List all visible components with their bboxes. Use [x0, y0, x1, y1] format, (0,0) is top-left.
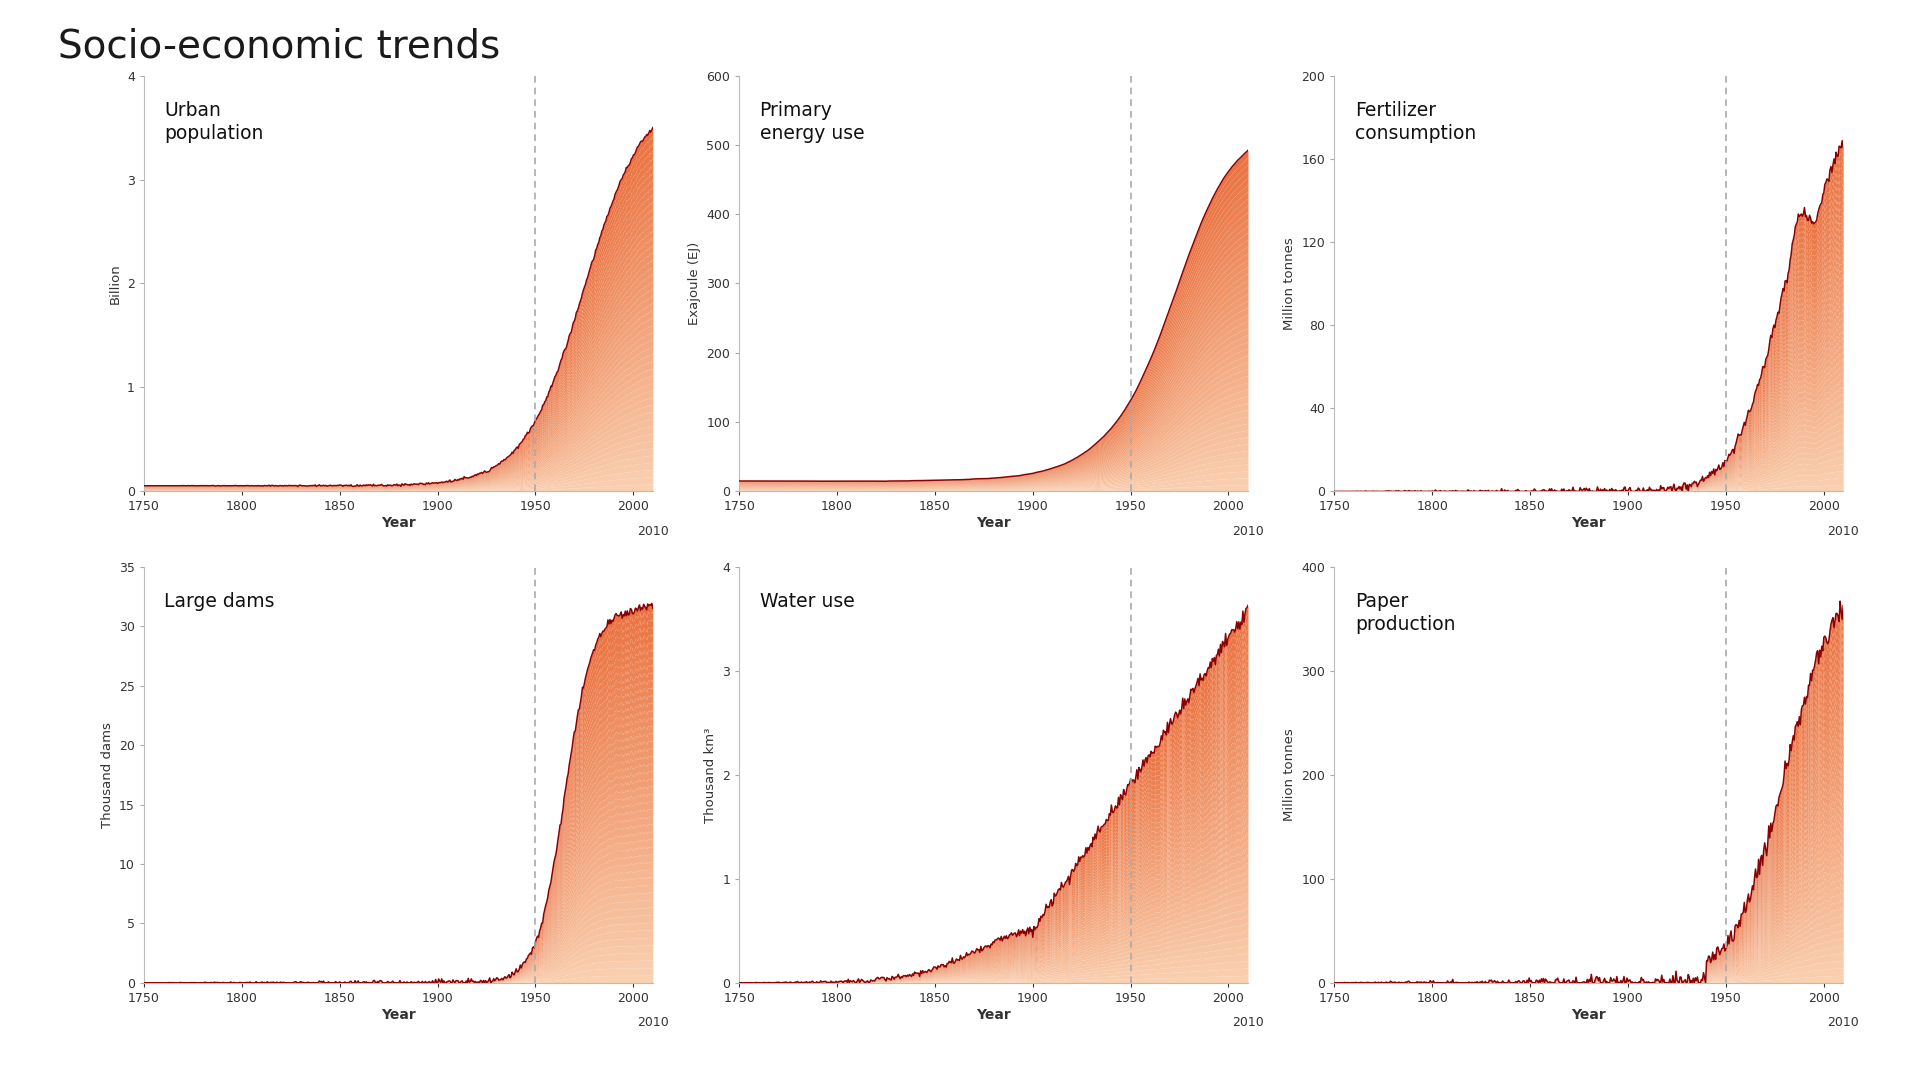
Text: 2010: 2010 — [1828, 1016, 1859, 1029]
Text: 2010: 2010 — [1828, 525, 1859, 538]
Y-axis label: Million tonnes: Million tonnes — [1283, 729, 1296, 821]
X-axis label: Year: Year — [1571, 1008, 1607, 1022]
Y-axis label: Exajoule (EJ): Exajoule (EJ) — [687, 242, 701, 325]
X-axis label: Year: Year — [1571, 516, 1607, 530]
Text: Large dams: Large dams — [165, 592, 275, 611]
Text: Urban
population: Urban population — [165, 100, 263, 143]
Text: Water use: Water use — [760, 592, 854, 611]
Text: Primary
energy use: Primary energy use — [760, 100, 864, 143]
X-axis label: Year: Year — [380, 516, 417, 530]
Text: Fertilizer
consumption: Fertilizer consumption — [1356, 100, 1476, 143]
Y-axis label: Billion: Billion — [108, 264, 121, 303]
X-axis label: Year: Year — [975, 1008, 1012, 1022]
Text: 2010: 2010 — [637, 1016, 668, 1029]
Text: 2010: 2010 — [1233, 525, 1263, 538]
Text: Paper
production: Paper production — [1356, 592, 1455, 634]
Y-axis label: Thousand km³: Thousand km³ — [703, 727, 716, 823]
Text: 2010: 2010 — [1233, 1016, 1263, 1029]
Text: Socio-economic trends: Socio-economic trends — [58, 27, 499, 65]
Y-axis label: Thousand dams: Thousand dams — [100, 721, 113, 828]
X-axis label: Year: Year — [975, 516, 1012, 530]
Text: 2010: 2010 — [637, 525, 668, 538]
Y-axis label: Million tonnes: Million tonnes — [1283, 238, 1296, 329]
X-axis label: Year: Year — [380, 1008, 417, 1022]
